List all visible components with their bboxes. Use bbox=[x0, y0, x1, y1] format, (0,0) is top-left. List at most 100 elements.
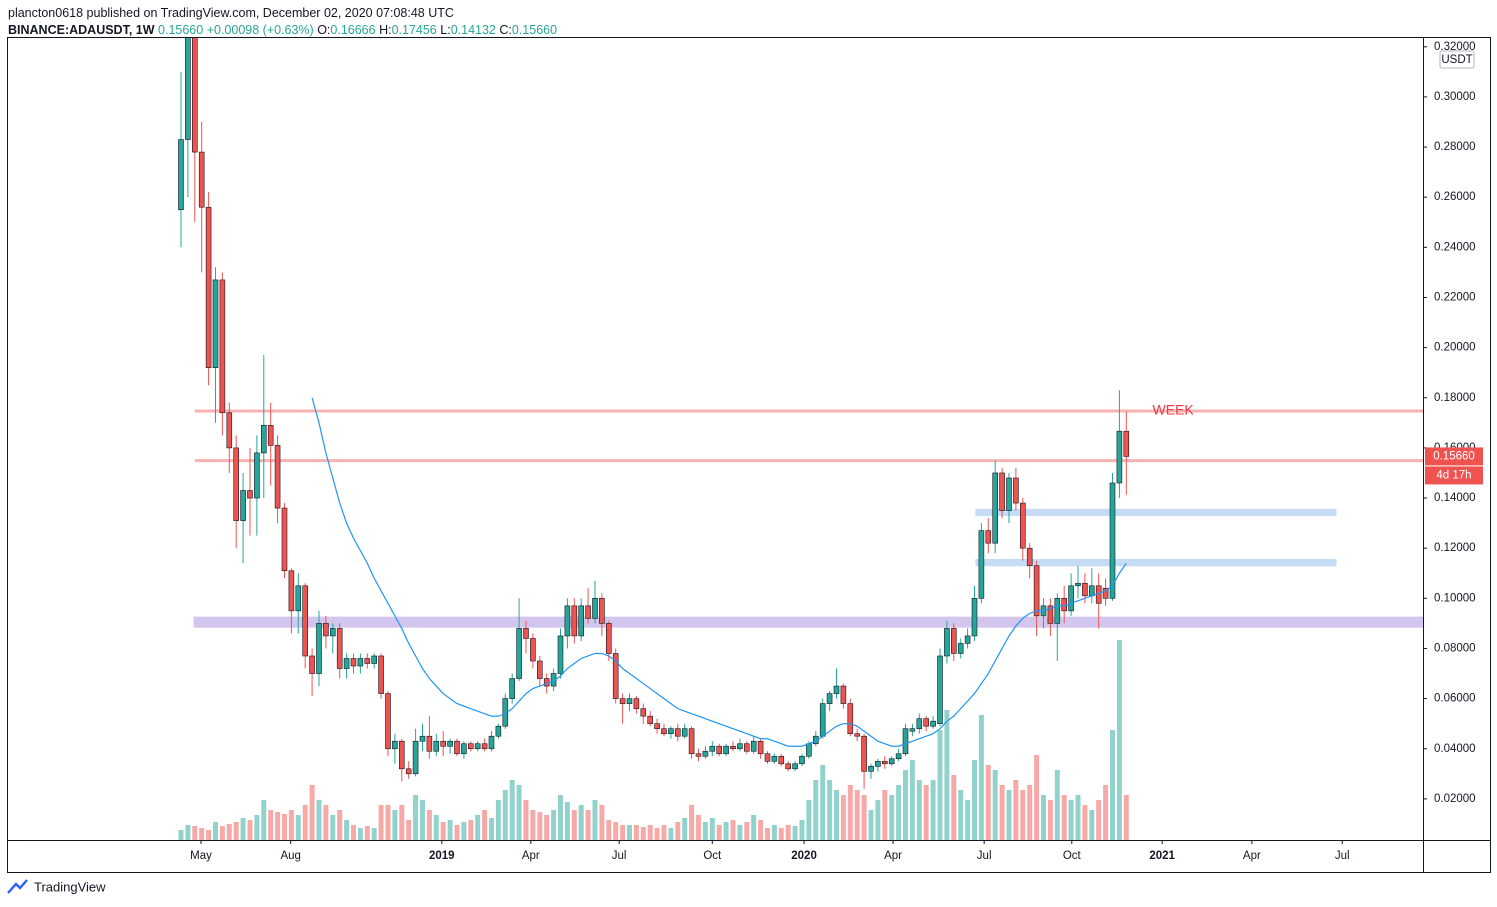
volume-bar bbox=[261, 800, 267, 840]
volume-bar bbox=[1047, 800, 1053, 840]
volume-bar bbox=[709, 818, 715, 840]
candle-body bbox=[1033, 565, 1040, 617]
candle-body bbox=[792, 763, 798, 770]
volume-bar bbox=[1041, 795, 1046, 840]
candle-body bbox=[1006, 477, 1012, 511]
candle-body bbox=[826, 693, 833, 704]
volume-bar bbox=[1006, 790, 1012, 840]
volume-bar bbox=[847, 785, 853, 840]
volume-bar bbox=[468, 820, 474, 840]
candle-body bbox=[709, 745, 716, 752]
candle-body bbox=[198, 151, 205, 208]
candle-body bbox=[619, 698, 626, 704]
level-band bbox=[193, 616, 1423, 628]
last-price-box bbox=[1425, 447, 1483, 466]
candle-body bbox=[868, 765, 874, 772]
volume-bar bbox=[909, 760, 915, 840]
change: +0.00098 (+0.63%) bbox=[206, 23, 314, 37]
y-tick-label: 0.32000 bbox=[1434, 41, 1476, 53]
candle-body bbox=[440, 740, 446, 747]
candle-body bbox=[468, 743, 474, 750]
c-label: C: bbox=[499, 23, 512, 37]
candle-body bbox=[578, 605, 584, 637]
volume-bar bbox=[737, 825, 743, 840]
volume-bar bbox=[516, 785, 522, 840]
candle-body bbox=[668, 728, 674, 735]
volume-bar bbox=[461, 822, 467, 840]
candle-body bbox=[392, 740, 398, 750]
volume-bar bbox=[399, 805, 405, 840]
c: 0.15660 bbox=[511, 23, 558, 37]
y-tick-label: 0.26000 bbox=[1434, 191, 1476, 203]
candle-body bbox=[1026, 547, 1033, 567]
candle-body bbox=[1089, 585, 1095, 597]
volume-bar bbox=[1068, 800, 1074, 840]
volume-bar bbox=[758, 820, 764, 840]
candle-body bbox=[488, 735, 495, 750]
volume-bar bbox=[661, 825, 667, 840]
volume-bar bbox=[530, 810, 536, 840]
candle-body bbox=[654, 723, 660, 729]
candle-body bbox=[1068, 585, 1074, 612]
volume-bar bbox=[668, 828, 674, 840]
candle-body bbox=[426, 735, 433, 752]
candle-body bbox=[626, 698, 633, 704]
volume-bar bbox=[930, 780, 936, 840]
candle-body bbox=[895, 753, 902, 760]
published: plancton0618 published on TradingView.co… bbox=[8, 6, 454, 20]
y-tick-label: 0.30000 bbox=[1434, 91, 1476, 103]
candle-body bbox=[1054, 598, 1061, 624]
level-band bbox=[975, 508, 1337, 517]
candle-body bbox=[592, 598, 598, 619]
candle-body bbox=[316, 623, 322, 674]
volume-bar bbox=[730, 820, 736, 840]
volume-bar bbox=[806, 800, 812, 840]
x-tick-label: Apr bbox=[1243, 850, 1261, 862]
candle-body bbox=[336, 628, 343, 669]
candle-body bbox=[267, 425, 274, 446]
countdown: 4d 17h bbox=[1436, 469, 1471, 481]
candle-body bbox=[723, 745, 729, 755]
volume-bar bbox=[689, 805, 695, 840]
volume-bar bbox=[696, 815, 701, 840]
volume-bar bbox=[978, 715, 984, 840]
candle-body bbox=[964, 635, 971, 644]
candle-body bbox=[944, 628, 950, 657]
candle-body bbox=[371, 655, 377, 664]
candle-body bbox=[764, 753, 771, 762]
o: 0.16666 bbox=[330, 23, 376, 37]
symbol: BINANCE:ADAUSDT, 1W bbox=[8, 23, 155, 37]
candle-body bbox=[516, 628, 522, 679]
candle-body bbox=[281, 507, 288, 572]
candle-body bbox=[571, 605, 578, 637]
candle-body bbox=[509, 678, 515, 699]
volume-bar bbox=[882, 790, 888, 840]
x-tick-label: May bbox=[190, 850, 212, 862]
y-tick-label: 0.28000 bbox=[1434, 141, 1476, 153]
candle-body bbox=[806, 743, 812, 757]
candle-body bbox=[716, 745, 722, 755]
y-tick-label: 0.18000 bbox=[1434, 392, 1476, 404]
volume-bar bbox=[295, 815, 301, 840]
candle-body bbox=[364, 658, 371, 664]
volume-bar bbox=[440, 822, 446, 840]
candle-body bbox=[606, 623, 612, 654]
volume-bar bbox=[785, 825, 791, 840]
candle-body bbox=[833, 685, 840, 694]
candle-body bbox=[888, 758, 895, 765]
candle-body bbox=[564, 605, 571, 637]
y-tick-label: 0.04000 bbox=[1434, 743, 1476, 755]
candle-body bbox=[461, 743, 467, 755]
volume-bar bbox=[765, 828, 770, 840]
candle-body bbox=[985, 530, 992, 544]
volume-bar bbox=[454, 825, 460, 840]
candle-body bbox=[226, 412, 233, 449]
volume-bar bbox=[357, 828, 363, 840]
volume-bar bbox=[558, 795, 563, 840]
currency: USDT bbox=[1441, 54, 1472, 66]
candle-body bbox=[930, 720, 936, 727]
candle-body bbox=[951, 628, 957, 654]
volume-bar bbox=[302, 805, 308, 840]
volume-bar bbox=[633, 825, 639, 840]
last-price-label: 0.15660 bbox=[1433, 450, 1475, 462]
